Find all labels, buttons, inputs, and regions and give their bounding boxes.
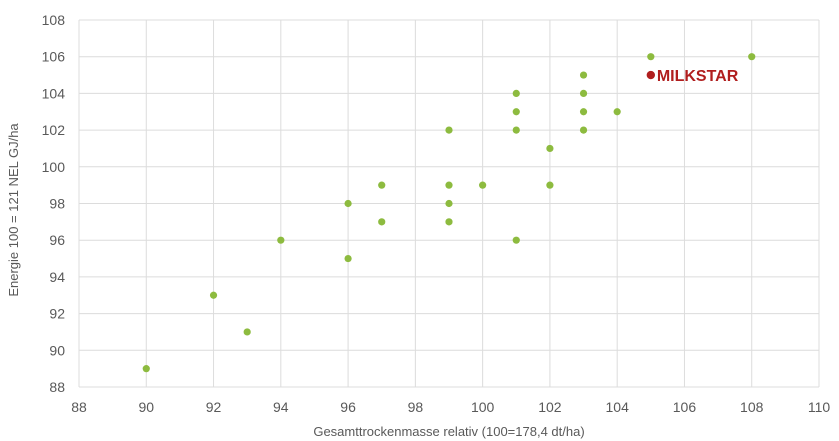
x-tick-label: 108: [740, 399, 764, 415]
highlight-group: MILKSTAR: [646, 68, 739, 85]
x-tick-label: 94: [273, 399, 289, 415]
y-tick-label: 100: [42, 159, 66, 175]
data-point: [546, 181, 554, 189]
data-point: [378, 181, 386, 189]
data-point: [579, 126, 588, 134]
y-tick-label: 94: [49, 269, 65, 285]
data-point: [277, 236, 285, 244]
x-tick-label: 102: [538, 399, 562, 415]
x-axis-title: Gesamttrockenmasse relativ (100=178,4 dt…: [313, 424, 584, 439]
data-point: [445, 181, 453, 189]
x-tick-label: 92: [206, 399, 222, 415]
data-point: [243, 328, 251, 336]
data-point: [479, 181, 487, 189]
data-point: [445, 218, 453, 226]
data-point: [512, 236, 520, 244]
y-tick-label: 108: [42, 12, 66, 28]
data-point: [613, 108, 621, 116]
data-point: [378, 218, 386, 226]
data-point: [512, 89, 520, 97]
data-point: [647, 53, 655, 61]
highlight-point: [646, 70, 656, 80]
data-point: [344, 254, 352, 263]
x-tick-label: 88: [71, 399, 87, 415]
data-point: [142, 365, 150, 373]
x-tick-label: 96: [340, 399, 356, 415]
y-tick-label: 92: [49, 306, 65, 322]
data-point: [748, 53, 756, 61]
x-tick-label: 90: [138, 399, 154, 415]
y-tick-label: 90: [49, 342, 65, 358]
y-axis-title: Energie 100 = 121 NEL GJ/ha: [6, 123, 21, 297]
highlight-label: MILKSTAR: [657, 68, 739, 85]
data-point: [445, 199, 453, 208]
x-tick-labels: 88 90 92 94 96 98 100 102 104 106 108 110: [71, 399, 830, 415]
x-tick-label: 104: [606, 399, 630, 415]
x-tick-label: 98: [408, 399, 424, 415]
y-tick-label: 104: [42, 85, 66, 101]
data-point: [579, 71, 588, 79]
data-points: [142, 53, 756, 373]
y-tick-label: 98: [49, 196, 65, 212]
x-tick-label: 106: [673, 399, 697, 415]
data-point: [512, 126, 520, 134]
data-point: [579, 89, 588, 97]
y-tick-label: 102: [42, 122, 66, 138]
data-point: [344, 199, 352, 208]
y-tick-label: 96: [49, 232, 65, 248]
data-point: [579, 108, 588, 116]
y-tick-label: 88: [49, 379, 65, 395]
data-point: [209, 291, 218, 299]
x-tick-label: 110: [808, 399, 831, 415]
y-tick-label: 106: [42, 49, 66, 65]
data-point: [445, 126, 453, 134]
data-point: [512, 108, 520, 116]
data-point: [546, 144, 554, 153]
x-tick-label: 100: [471, 399, 495, 415]
y-tick-labels: 88 90 92 94 96 98 100 102 104 106 108: [42, 12, 66, 395]
